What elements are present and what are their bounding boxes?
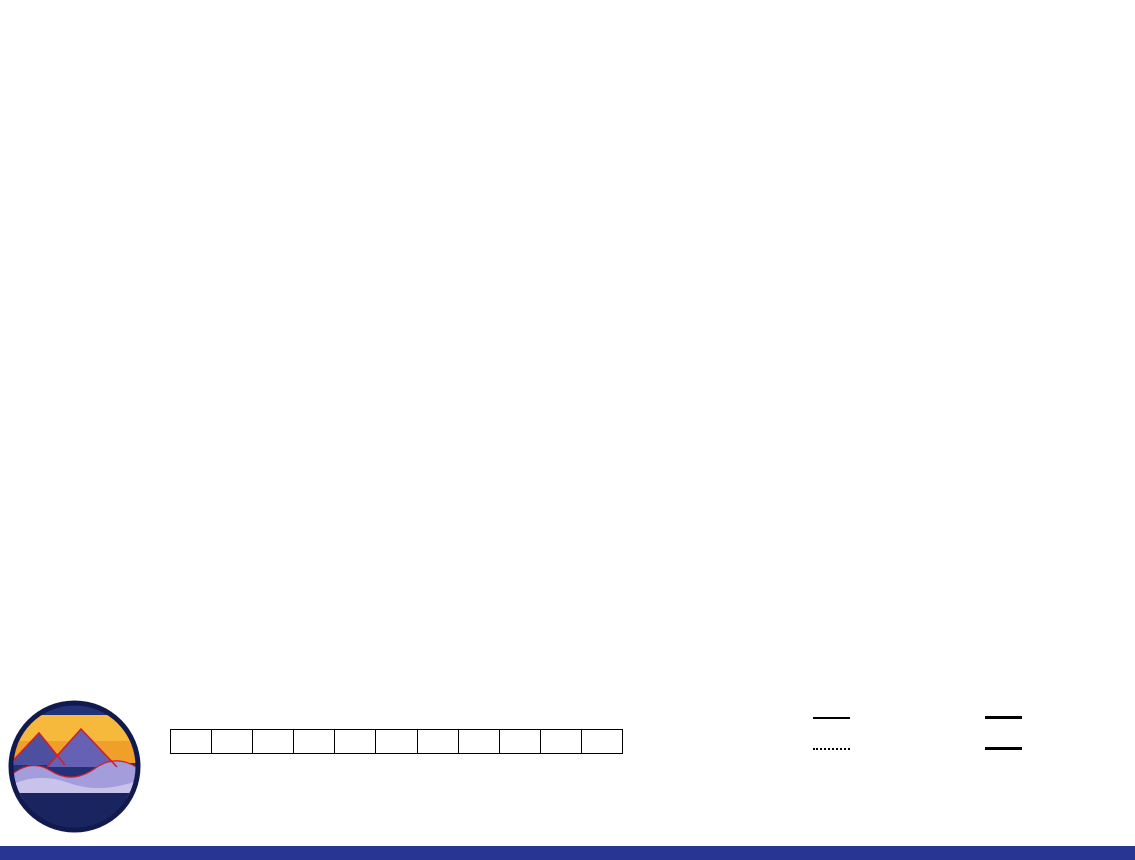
map-panel-observed-22feb	[68, 533, 556, 641]
map-canvas	[628, 365, 1116, 473]
colorbar	[170, 729, 623, 754]
ncics-logo	[8, 700, 141, 833]
map-panel-forecast-23feb	[628, 30, 1116, 138]
map-canvas	[628, 198, 1116, 306]
colorbar-cell	[376, 730, 418, 753]
legend-item-low	[813, 733, 985, 764]
x-axis-labels-left	[68, 650, 556, 676]
legend-item-kelvin	[985, 702, 1135, 733]
map-canvas	[68, 198, 556, 306]
colorbar-tick-labels	[170, 757, 623, 777]
kelvin-line-sample	[985, 716, 1022, 719]
colorbar-cell	[335, 730, 377, 753]
map-canvas	[628, 30, 1116, 138]
low-line-sample	[813, 747, 850, 750]
footer-brand-bar	[0, 846, 1135, 860]
colorbar-cell	[418, 730, 459, 753]
map-panel-observed-21feb	[68, 365, 556, 473]
colorbar-cell	[541, 730, 582, 753]
legend-item-mjo	[813, 702, 985, 733]
er-line-sample	[985, 747, 1022, 750]
colorbar-cell	[171, 730, 213, 753]
map-canvas	[628, 533, 1116, 641]
colorbar-cell	[582, 730, 622, 753]
mjo-line-sample	[813, 716, 850, 719]
map-canvas	[68, 533, 556, 641]
map-canvas	[68, 30, 556, 138]
logo-art	[13, 705, 136, 828]
colorbar-cell	[212, 730, 254, 753]
colorbar-cell	[459, 730, 500, 753]
map-panel-observed-19feb	[68, 30, 556, 138]
map-panel-forecast-25feb	[628, 365, 1116, 473]
map-canvas	[68, 365, 556, 473]
map-panel-observed-20feb	[68, 198, 556, 306]
colorbar-cell	[253, 730, 295, 753]
colorbar-cell	[294, 730, 336, 753]
map-panel-forecast-24feb	[628, 198, 1116, 306]
colorbar-cell	[500, 730, 541, 753]
map-panel-forecast-26feb	[628, 533, 1116, 641]
contour-legend	[813, 702, 1135, 764]
legend-item-er	[985, 733, 1135, 764]
x-axis-labels-right	[628, 650, 1116, 676]
